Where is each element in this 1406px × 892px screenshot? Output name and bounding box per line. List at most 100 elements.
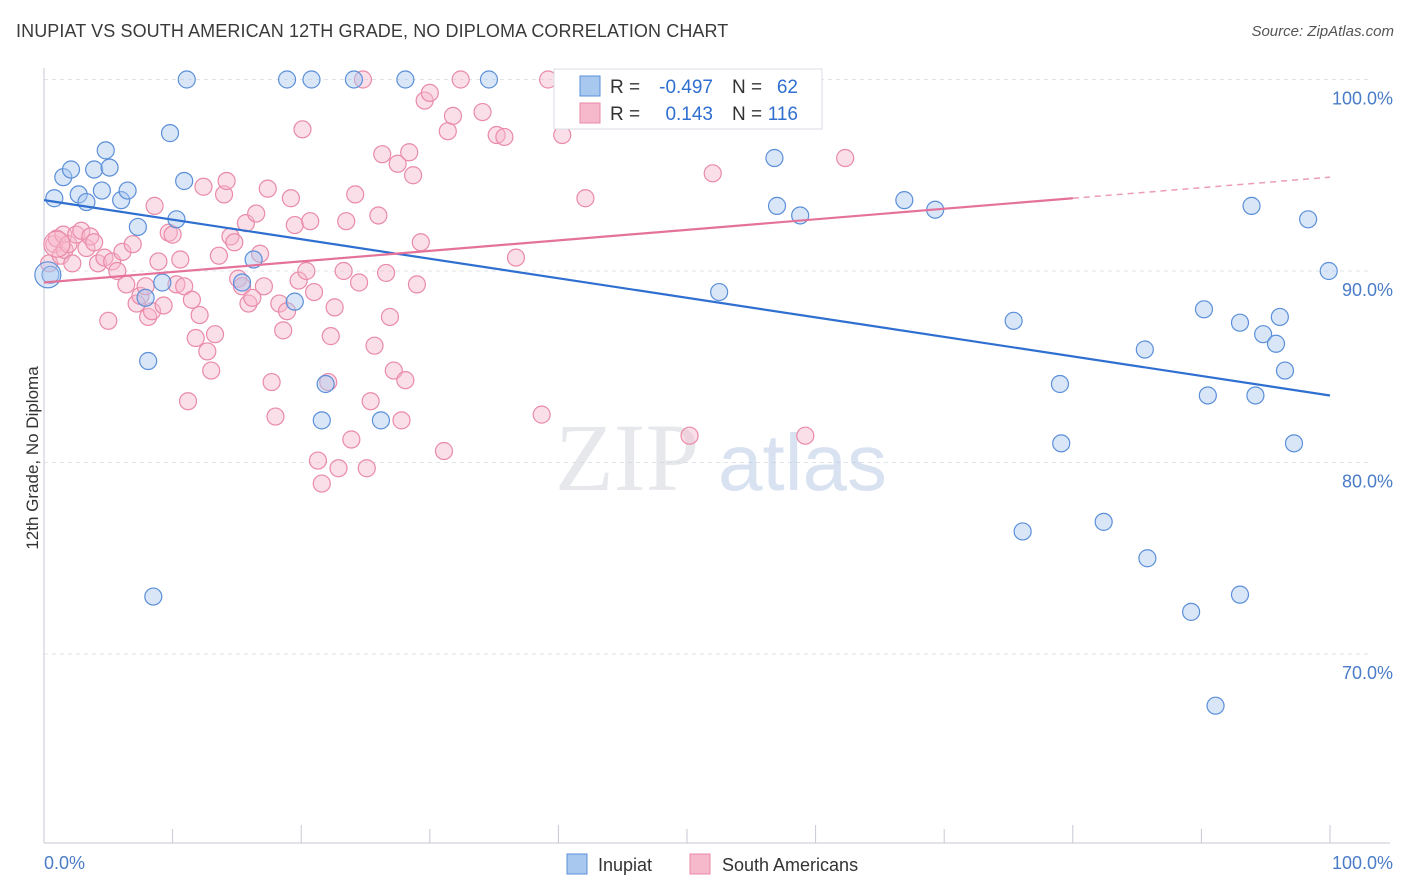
inupiat-point bbox=[85, 160, 104, 179]
south-americans-point bbox=[438, 122, 457, 141]
inupiat-point bbox=[1246, 386, 1265, 405]
series-legend: Inupiat South Americans bbox=[566, 853, 858, 875]
y-tick-label: 80.0% bbox=[1342, 472, 1393, 492]
inupiat-point bbox=[1284, 434, 1304, 453]
inupiat-point bbox=[96, 141, 115, 160]
inupiat-point bbox=[1319, 261, 1338, 281]
south-americans-point bbox=[392, 411, 411, 430]
inupiat-point bbox=[1254, 325, 1273, 344]
south-americans-point bbox=[270, 294, 289, 313]
south-americans-point bbox=[205, 325, 225, 344]
south-americans-point bbox=[342, 430, 361, 449]
south-americans-point bbox=[329, 459, 348, 478]
inupiat-point bbox=[895, 191, 914, 210]
inupiat-point bbox=[128, 217, 147, 237]
south-americans-point bbox=[190, 305, 209, 325]
south-americans-point bbox=[703, 164, 722, 183]
south-americans-point bbox=[59, 235, 78, 254]
south-americans-point bbox=[247, 204, 266, 223]
south-americans-point bbox=[145, 196, 164, 215]
inupiat-point bbox=[312, 411, 331, 430]
inupiat-point bbox=[41, 265, 60, 284]
south-americans-point bbox=[346, 185, 365, 204]
legend-swatch-south-americans bbox=[579, 102, 601, 124]
inupiat-point bbox=[344, 70, 364, 89]
south-americans-point bbox=[43, 230, 71, 258]
trend-lines bbox=[43, 176, 1331, 397]
y-tick-label: 90.0% bbox=[1342, 280, 1393, 300]
inupiat-point bbox=[175, 171, 194, 191]
inupiat-point bbox=[160, 124, 180, 143]
inupiat-trendline bbox=[43, 199, 1331, 397]
south-americans-point bbox=[85, 233, 104, 252]
south-americans-point bbox=[532, 405, 551, 424]
inupiat-point bbox=[1266, 334, 1286, 353]
south-americans-point bbox=[113, 242, 132, 261]
inupiat-point bbox=[1230, 585, 1250, 604]
inupiat-point bbox=[285, 292, 304, 311]
south-americans-point bbox=[194, 177, 213, 196]
inupiat-point bbox=[144, 587, 163, 606]
south-americans-point bbox=[149, 252, 168, 271]
watermark-zip: ZIP bbox=[555, 404, 699, 511]
south-americans-point bbox=[266, 407, 285, 426]
inupiat-point bbox=[1013, 522, 1032, 541]
south-americans-point bbox=[163, 225, 182, 244]
south-americans-point bbox=[373, 145, 392, 164]
inupiat-point bbox=[69, 185, 88, 204]
legend-r-value-1: -0.497 bbox=[659, 77, 713, 98]
south-americans-point bbox=[337, 212, 356, 231]
south-americans-point bbox=[171, 250, 190, 269]
inupiat-points bbox=[34, 70, 1338, 715]
south-americans-point bbox=[312, 474, 331, 493]
south-americans-point bbox=[411, 233, 430, 252]
inupiat-point bbox=[45, 189, 64, 208]
inupiat-point bbox=[1004, 311, 1023, 330]
inupiat-point bbox=[767, 196, 787, 215]
legend-n-value-2: 116 bbox=[768, 104, 798, 125]
inupiat-point bbox=[61, 160, 81, 179]
south-americans-point bbox=[434, 441, 454, 461]
bottom-legend-swatch-inupiat bbox=[566, 853, 588, 875]
south-americans-point bbox=[182, 290, 201, 309]
south-americans-point bbox=[254, 277, 274, 296]
south-americans-point bbox=[400, 143, 419, 162]
inupiat-point bbox=[1275, 361, 1295, 380]
bottom-legend-label-inupiat: Inupiat bbox=[598, 855, 652, 875]
inupiat-point bbox=[1194, 300, 1214, 319]
inupiat-point bbox=[112, 191, 131, 210]
chart-title: INUPIAT VS SOUTH AMERICAN 12TH GRADE, NO… bbox=[16, 21, 729, 41]
south-americans-point bbox=[407, 275, 427, 294]
inupiat-point bbox=[244, 250, 263, 269]
south-americans-point bbox=[202, 361, 221, 380]
inupiat-point bbox=[139, 351, 158, 371]
south-americans-point bbox=[63, 254, 82, 273]
south-americans-point bbox=[319, 372, 338, 392]
inupiat-point bbox=[153, 273, 172, 292]
inupiat-point bbox=[1242, 196, 1261, 215]
inupiat-point bbox=[1052, 434, 1071, 453]
south-americans-point bbox=[117, 275, 136, 294]
legend-r-label-1: R = bbox=[610, 77, 640, 98]
south-americans-point bbox=[214, 185, 234, 204]
inupiat-point bbox=[1094, 512, 1113, 531]
south-americans-point bbox=[209, 246, 228, 265]
south-americans-point bbox=[285, 215, 304, 235]
south-americans-point bbox=[186, 328, 205, 348]
south-americans-point bbox=[281, 189, 301, 208]
inupiat-point bbox=[1050, 374, 1070, 394]
inupiat-point bbox=[1198, 386, 1217, 405]
inupiat-point bbox=[177, 70, 196, 89]
bottom-legend-label-south-americans: South Americans bbox=[722, 855, 858, 875]
south-americans-point bbox=[349, 273, 369, 292]
inupiat-point bbox=[316, 374, 335, 394]
south-americans-trendline bbox=[43, 197, 1073, 284]
inupiat-point bbox=[371, 411, 391, 430]
south-americans-point bbox=[262, 372, 281, 392]
south-americans-point bbox=[325, 298, 344, 317]
legend-r-value-2: 0.143 bbox=[665, 104, 713, 125]
south-americans-point bbox=[357, 459, 376, 478]
south-americans-point bbox=[388, 154, 407, 173]
inupiat-point bbox=[1299, 210, 1318, 229]
